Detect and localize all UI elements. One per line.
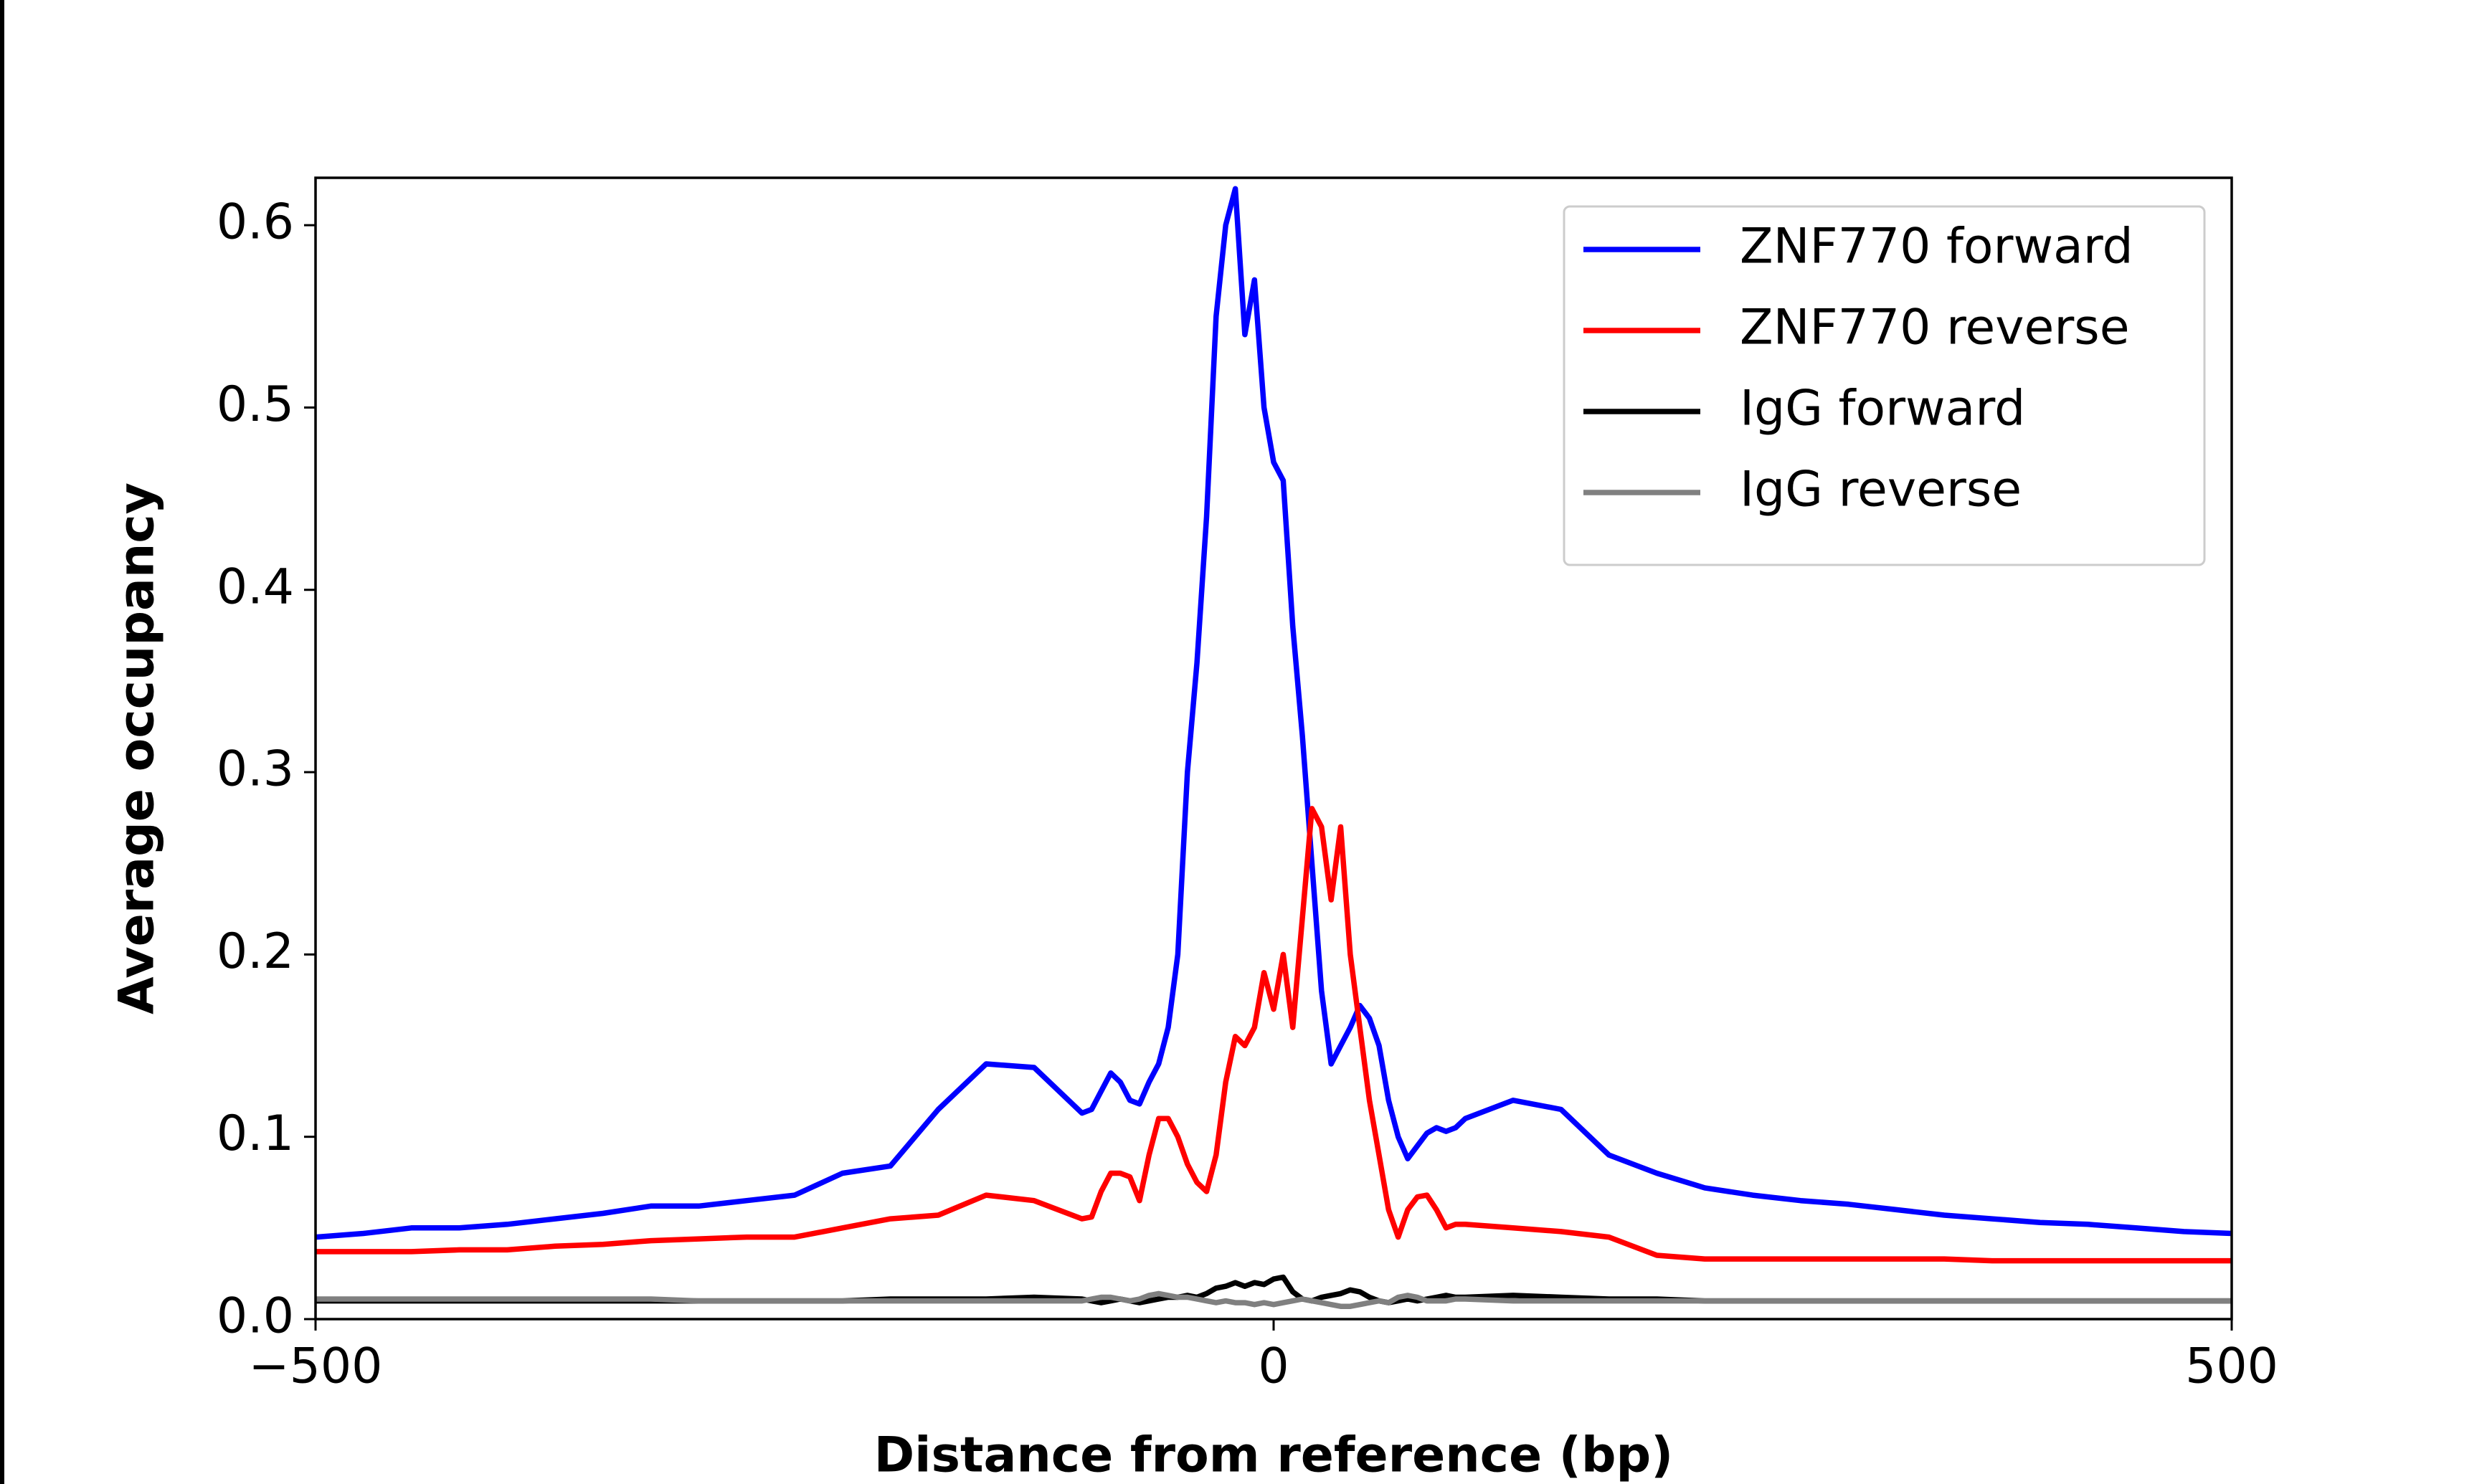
y-tick-label: 0.6 — [217, 194, 294, 251]
left-edge — [0, 0, 4, 1484]
y-tick-label: 0.3 — [217, 741, 294, 798]
legend-label: ZNF770 forward — [1740, 219, 2133, 275]
y-tick-label: 0.0 — [217, 1288, 294, 1345]
x-axis-title: Distance from reference (bp) — [874, 1427, 1674, 1484]
legend-box — [1563, 205, 2206, 566]
legend-label: ZNF770 reverse — [1740, 300, 2130, 356]
plot-frame — [314, 176, 2233, 1321]
y-tick-label: 0.1 — [217, 1105, 294, 1162]
series-line — [316, 186, 2232, 1240]
series-line — [316, 1290, 2232, 1309]
y-tick-label: 0.4 — [217, 558, 294, 615]
legend-label: IgG reverse — [1740, 462, 2022, 518]
x-tick-label: −500 — [249, 1338, 383, 1395]
series-line — [316, 806, 2232, 1264]
plot-area — [316, 186, 2232, 1309]
y-tick-label: 0.5 — [217, 376, 294, 433]
x-tick-label: 0 — [1258, 1338, 1289, 1395]
legend-label: IgG forward — [1740, 381, 2025, 437]
x-tick-label: 500 — [2185, 1338, 2278, 1395]
y-axis-title: Average occupancy — [109, 482, 166, 1014]
y-tick-label: 0.2 — [217, 923, 294, 980]
